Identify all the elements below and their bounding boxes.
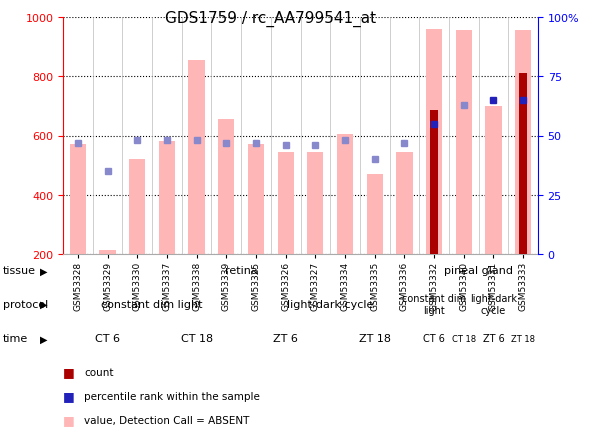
Text: ▶: ▶	[40, 334, 47, 344]
Bar	[248, 145, 264, 254]
Text: value, Detection Call = ABSENT: value, Detection Call = ABSENT	[84, 415, 249, 425]
Bar	[456, 31, 472, 254]
Text: pineal gland: pineal gland	[444, 266, 513, 276]
Bar	[70, 145, 86, 254]
Bar	[337, 135, 353, 254]
Bar	[519, 74, 527, 254]
Text: CT 18: CT 18	[180, 334, 213, 344]
Text: percentile rank within the sample: percentile rank within the sample	[84, 391, 260, 401]
Text: ▶: ▶	[40, 299, 47, 309]
Text: retina: retina	[225, 266, 257, 276]
Bar	[278, 152, 294, 254]
Bar	[159, 142, 175, 254]
Text: light-dark cycle: light-dark cycle	[287, 299, 373, 309]
Text: constant dim light: constant dim light	[102, 299, 203, 309]
Text: ZT 18: ZT 18	[359, 334, 391, 344]
Text: tissue: tissue	[3, 266, 36, 276]
Bar	[396, 152, 412, 254]
Text: ZT 18: ZT 18	[511, 334, 535, 343]
Text: time: time	[3, 334, 28, 344]
Text: constant dim
light: constant dim light	[402, 293, 466, 315]
Text: ▶: ▶	[40, 266, 47, 276]
Text: CT 6: CT 6	[95, 334, 120, 344]
Bar	[99, 250, 116, 254]
Text: ZT 6: ZT 6	[273, 334, 298, 344]
Text: ■: ■	[63, 414, 75, 426]
Bar	[129, 160, 145, 254]
Text: CT 18: CT 18	[451, 334, 476, 343]
Text: protocol: protocol	[3, 299, 48, 309]
Bar	[189, 61, 205, 254]
Bar	[218, 120, 234, 254]
Bar	[307, 152, 323, 254]
Text: light-dark
cycle: light-dark cycle	[470, 293, 517, 315]
Text: ■: ■	[63, 366, 75, 378]
Text: ■: ■	[63, 390, 75, 402]
Bar	[367, 174, 383, 254]
Text: count: count	[84, 367, 114, 377]
Text: GDS1759 / rc_AA799541_at: GDS1759 / rc_AA799541_at	[165, 11, 376, 27]
Bar	[485, 107, 502, 254]
Bar	[515, 31, 531, 254]
Text: ZT 6: ZT 6	[483, 334, 504, 344]
Bar	[426, 30, 442, 254]
Bar	[430, 111, 438, 254]
Text: CT 6: CT 6	[423, 334, 445, 344]
